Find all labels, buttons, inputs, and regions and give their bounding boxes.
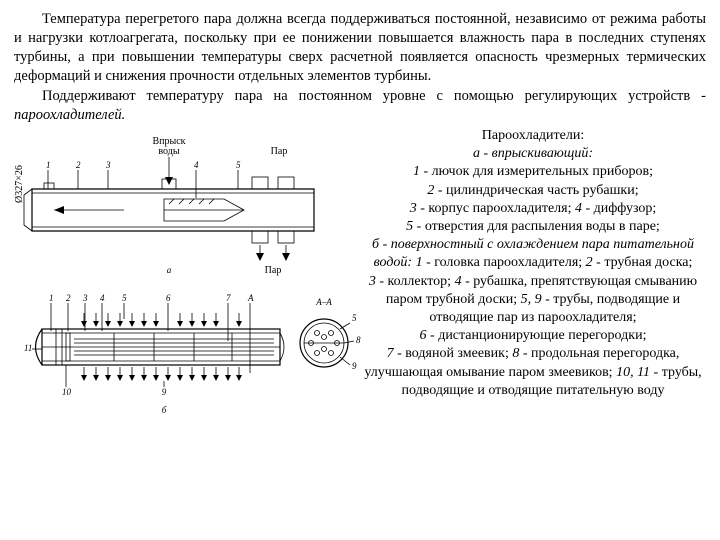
num-b6: 6 xyxy=(166,293,171,303)
caption-title: Пароохладители: xyxy=(360,127,706,145)
num-b7: 7 xyxy=(226,293,231,303)
sec-5: 5 xyxy=(352,313,357,323)
label-inject2: воды xyxy=(158,146,179,157)
caption-line-10: 3 - коллектор; 4 - рубашка, препятствующ… xyxy=(360,273,706,328)
label-par-bottom: Пар xyxy=(265,265,282,276)
num-5: 5 xyxy=(236,160,241,170)
caption-sub-a: а - впрыскивающий: xyxy=(360,145,706,163)
caption-line-6: 5 - отверстия для распыления воды в паре… xyxy=(360,218,706,236)
paragraph-2-prefix: Поддерживают температуру пара на постоян… xyxy=(42,88,706,104)
num-2: 2 xyxy=(76,160,81,170)
label-par: Пар xyxy=(271,146,288,157)
caption-line-13: 6 - дистанционирующие перегородки; xyxy=(360,327,706,345)
paragraph-2: Поддерживают температуру пара на постоян… xyxy=(14,87,706,125)
caption-line-4: 2 - цилиндрическая часть рубашки; xyxy=(360,182,706,200)
num-b4: 4 xyxy=(100,293,105,303)
arrow-inject xyxy=(165,177,173,185)
label-a: а xyxy=(167,265,172,275)
outlet-arrows-bottom xyxy=(81,367,242,381)
dim-label: Ø327×26 xyxy=(14,165,25,203)
label-b: б xyxy=(162,405,167,415)
sec-9: 9 xyxy=(352,361,357,371)
num-b2: 2 xyxy=(66,293,71,303)
inlet-arrows-top xyxy=(81,313,242,327)
num-b9: 9 xyxy=(162,387,167,397)
caption-line-3: 1 - лючок для измерительных приборов; xyxy=(360,163,706,181)
num-b1: 1 xyxy=(49,293,54,303)
diagram-area: Впрыск воды Пар 1 2 3 4 5 xyxy=(14,127,360,483)
caption-line-8: б - поверхностный с охлаждением пара пит… xyxy=(360,236,706,272)
label-A: A xyxy=(247,293,254,303)
desuperheater-diagram: Впрыск воды Пар 1 2 3 4 5 xyxy=(14,133,364,483)
num-b3: 3 xyxy=(82,293,88,303)
caption-line-5: 3 - корпус пароохладителя; 4 - диффузор; xyxy=(360,200,706,218)
num-3: 3 xyxy=(105,160,111,170)
caption-column: Пароохладители: а - впрыскивающий: 1 - л… xyxy=(360,127,706,483)
caption-line-14: 7 - водяной змеевик; 8 - продольная пере… xyxy=(360,345,706,400)
label-AA: A–A xyxy=(315,297,332,307)
num-4: 4 xyxy=(194,160,199,170)
num-b11: 11 xyxy=(24,343,32,353)
num-1: 1 xyxy=(46,160,51,170)
num-b5: 5 xyxy=(122,293,127,303)
paragraph-2-italic: пароохладителей. xyxy=(14,107,125,123)
paragraph-1: Температура перегретого пара должна всег… xyxy=(14,10,706,85)
num-b10: 10 xyxy=(62,387,72,397)
